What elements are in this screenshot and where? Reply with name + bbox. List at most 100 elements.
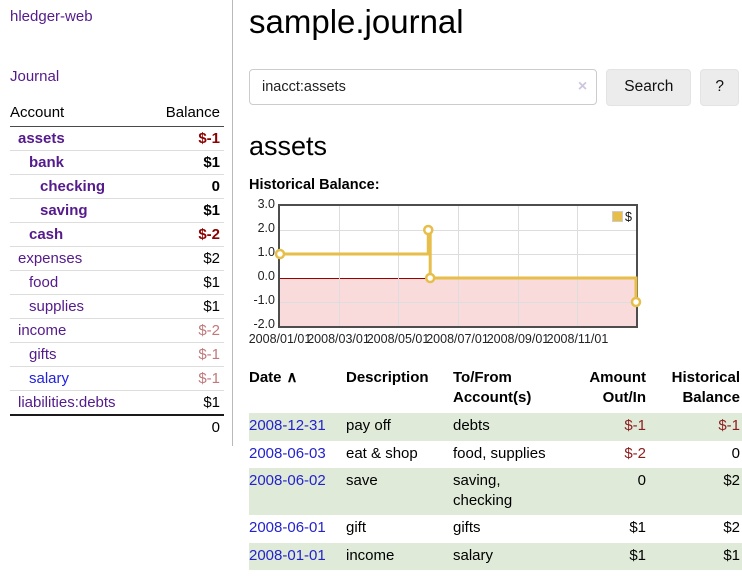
accounts-column-header: To/From Account(s) [453, 368, 532, 407]
transaction-balance: $2 [723, 471, 740, 489]
chart-line [280, 228, 638, 302]
accounts-total-row: 0 [10, 414, 224, 439]
account-row: food $1 [10, 270, 224, 295]
account-row: expenses $2 [10, 246, 224, 271]
account-balance: $1 [148, 270, 224, 295]
balance-column-header-main: Historical Balance [671, 368, 740, 407]
account-balance: $1 [148, 198, 224, 223]
transaction-date-link[interactable]: 2008-06-02 [249, 471, 326, 489]
sidebar-account-link[interactable]: gifts [29, 346, 57, 363]
sort-ascending-icon: ∧ [286, 368, 298, 386]
transaction-balance: 0 [731, 444, 740, 462]
transaction-description: gift [346, 519, 367, 537]
account-balance: $-2 [148, 318, 224, 343]
gridline [517, 205, 519, 326]
main-content: sample.journal × Search ? assets Histori… [249, 0, 742, 570]
chart-point [423, 224, 434, 236]
account-balance: $-1 [148, 126, 224, 151]
account-column-header: Account [10, 101, 149, 127]
transaction-accounts: gifts [453, 519, 481, 537]
search-box: × [249, 69, 598, 106]
sidebar-account-link[interactable]: cash [29, 226, 64, 243]
search-button[interactable]: Search [606, 68, 692, 106]
account-balance: $-1 [148, 366, 224, 391]
chart-point [424, 272, 436, 284]
transaction-accounts: salary [453, 546, 494, 564]
transaction-amount: $1 [629, 519, 646, 537]
transaction-description: save [346, 471, 378, 489]
page-title: sample.journal [249, 3, 464, 40]
sidebar-account-link[interactable]: food [29, 274, 59, 291]
y-axis-label: 3.0 [257, 196, 275, 211]
account-balance: $1 [148, 150, 224, 175]
description-column-header: Description [346, 368, 429, 386]
legend-label: $ [625, 209, 632, 224]
transaction-date-link[interactable]: 2008-06-01 [249, 519, 326, 537]
transaction-amount: $-2 [624, 444, 646, 462]
transaction-amount: $-1 [624, 417, 646, 435]
x-axis-label: 2008/05/01 [366, 331, 430, 346]
account-row: income $-2 [10, 318, 224, 343]
transaction-row: 2008-06-03 eat & shop food, supplies $-2 0 [249, 441, 742, 468]
transaction-description: income [346, 546, 395, 564]
x-axis-label: 2008/03/01 [307, 331, 370, 346]
account-row: assets $-1 [10, 126, 224, 151]
accounts-header-row: Account Balance [10, 101, 224, 127]
help-button[interactable]: ? [700, 68, 739, 106]
transactions-table: Date ∧ Description To/From Account(s) Amo… [249, 366, 742, 570]
chart-point [630, 296, 642, 308]
y-axis-label: 1.0 [257, 244, 275, 259]
transaction-date-link[interactable]: 2008-12-31 [249, 417, 326, 435]
gridline [280, 301, 636, 303]
transaction-balance: $-1 [718, 417, 740, 435]
account-balance: $2 [148, 246, 224, 271]
sidebar-account-link[interactable]: supplies [29, 298, 85, 315]
gridline [280, 229, 636, 231]
transaction-amount: 0 [637, 471, 646, 489]
transaction-row: 2008-06-02 save saving, checking 0 $2 [249, 467, 742, 516]
gridline [457, 205, 459, 326]
sidebar-account-link[interactable]: assets [18, 130, 65, 147]
amount-column-header: Amount Out/In [589, 368, 646, 407]
sidebar-account-link[interactable]: income [18, 322, 67, 339]
sidebar-account-link[interactable]: liabilities:debts [18, 394, 116, 411]
transaction-row: 2008-01-01 income salary $1 $1 [249, 542, 742, 570]
account-balance: $1 [148, 294, 224, 319]
account-balance: $-2 [148, 222, 224, 247]
account-row: salary $-1 [10, 366, 224, 391]
transaction-date-link[interactable]: 2008-01-01 [249, 546, 326, 564]
sidebar-item-journal[interactable]: Journal [10, 68, 60, 85]
legend-swatch [612, 211, 624, 223]
clear-search-icon[interactable]: × [577, 78, 588, 96]
account-row: liabilities:debts $1 [10, 390, 224, 416]
transaction-description: pay off [346, 417, 391, 435]
accounts-table: Account Balance assets $-1 bank $1 checking 0… [10, 101, 224, 439]
transaction-balance: $2 [723, 519, 740, 537]
transaction-row: 2008-12-31 pay off debts $-1 $-1 [249, 413, 742, 441]
account-heading: assets [249, 130, 328, 161]
sidebar-account-link[interactable]: bank [29, 154, 65, 171]
transaction-date-link[interactable]: 2008-06-03 [249, 444, 326, 462]
transaction-balance: $1 [723, 546, 740, 564]
sidebar-account-link[interactable]: expenses [18, 250, 83, 267]
y-axis-label: 2.0 [257, 220, 275, 235]
search-bar: × Search ? [249, 68, 739, 106]
date-column-header[interactable]: Date ∧ [249, 368, 298, 386]
transaction-description: eat & shop [346, 444, 418, 462]
app-title-link[interactable]: hledger-web [10, 8, 93, 25]
search-input[interactable] [249, 69, 598, 106]
balance-column-header: Balance [148, 101, 224, 127]
x-axis-label: 2008/11/01 [546, 331, 609, 346]
sidebar-account-link[interactable]: saving [40, 202, 88, 219]
sidebar-account-link[interactable]: salary [29, 370, 70, 387]
account-row: gifts $-1 [10, 342, 224, 367]
chart-title: Historical Balance: [249, 176, 380, 193]
sidebar-account-link[interactable]: checking [40, 178, 106, 195]
x-axis-label: 2008/09/01 [486, 331, 550, 346]
transaction-accounts: food, supplies [453, 444, 546, 462]
account-balance: $1 [148, 390, 224, 416]
account-row: saving $1 [10, 198, 224, 223]
balance-chart: $ 3.0 2.0 1.0 0.0 -1.0 -2.0 2008/01/01 2008/03/… [249, 197, 739, 348]
account-row: supplies $1 [10, 294, 224, 319]
account-row: cash $-2 [10, 222, 224, 247]
